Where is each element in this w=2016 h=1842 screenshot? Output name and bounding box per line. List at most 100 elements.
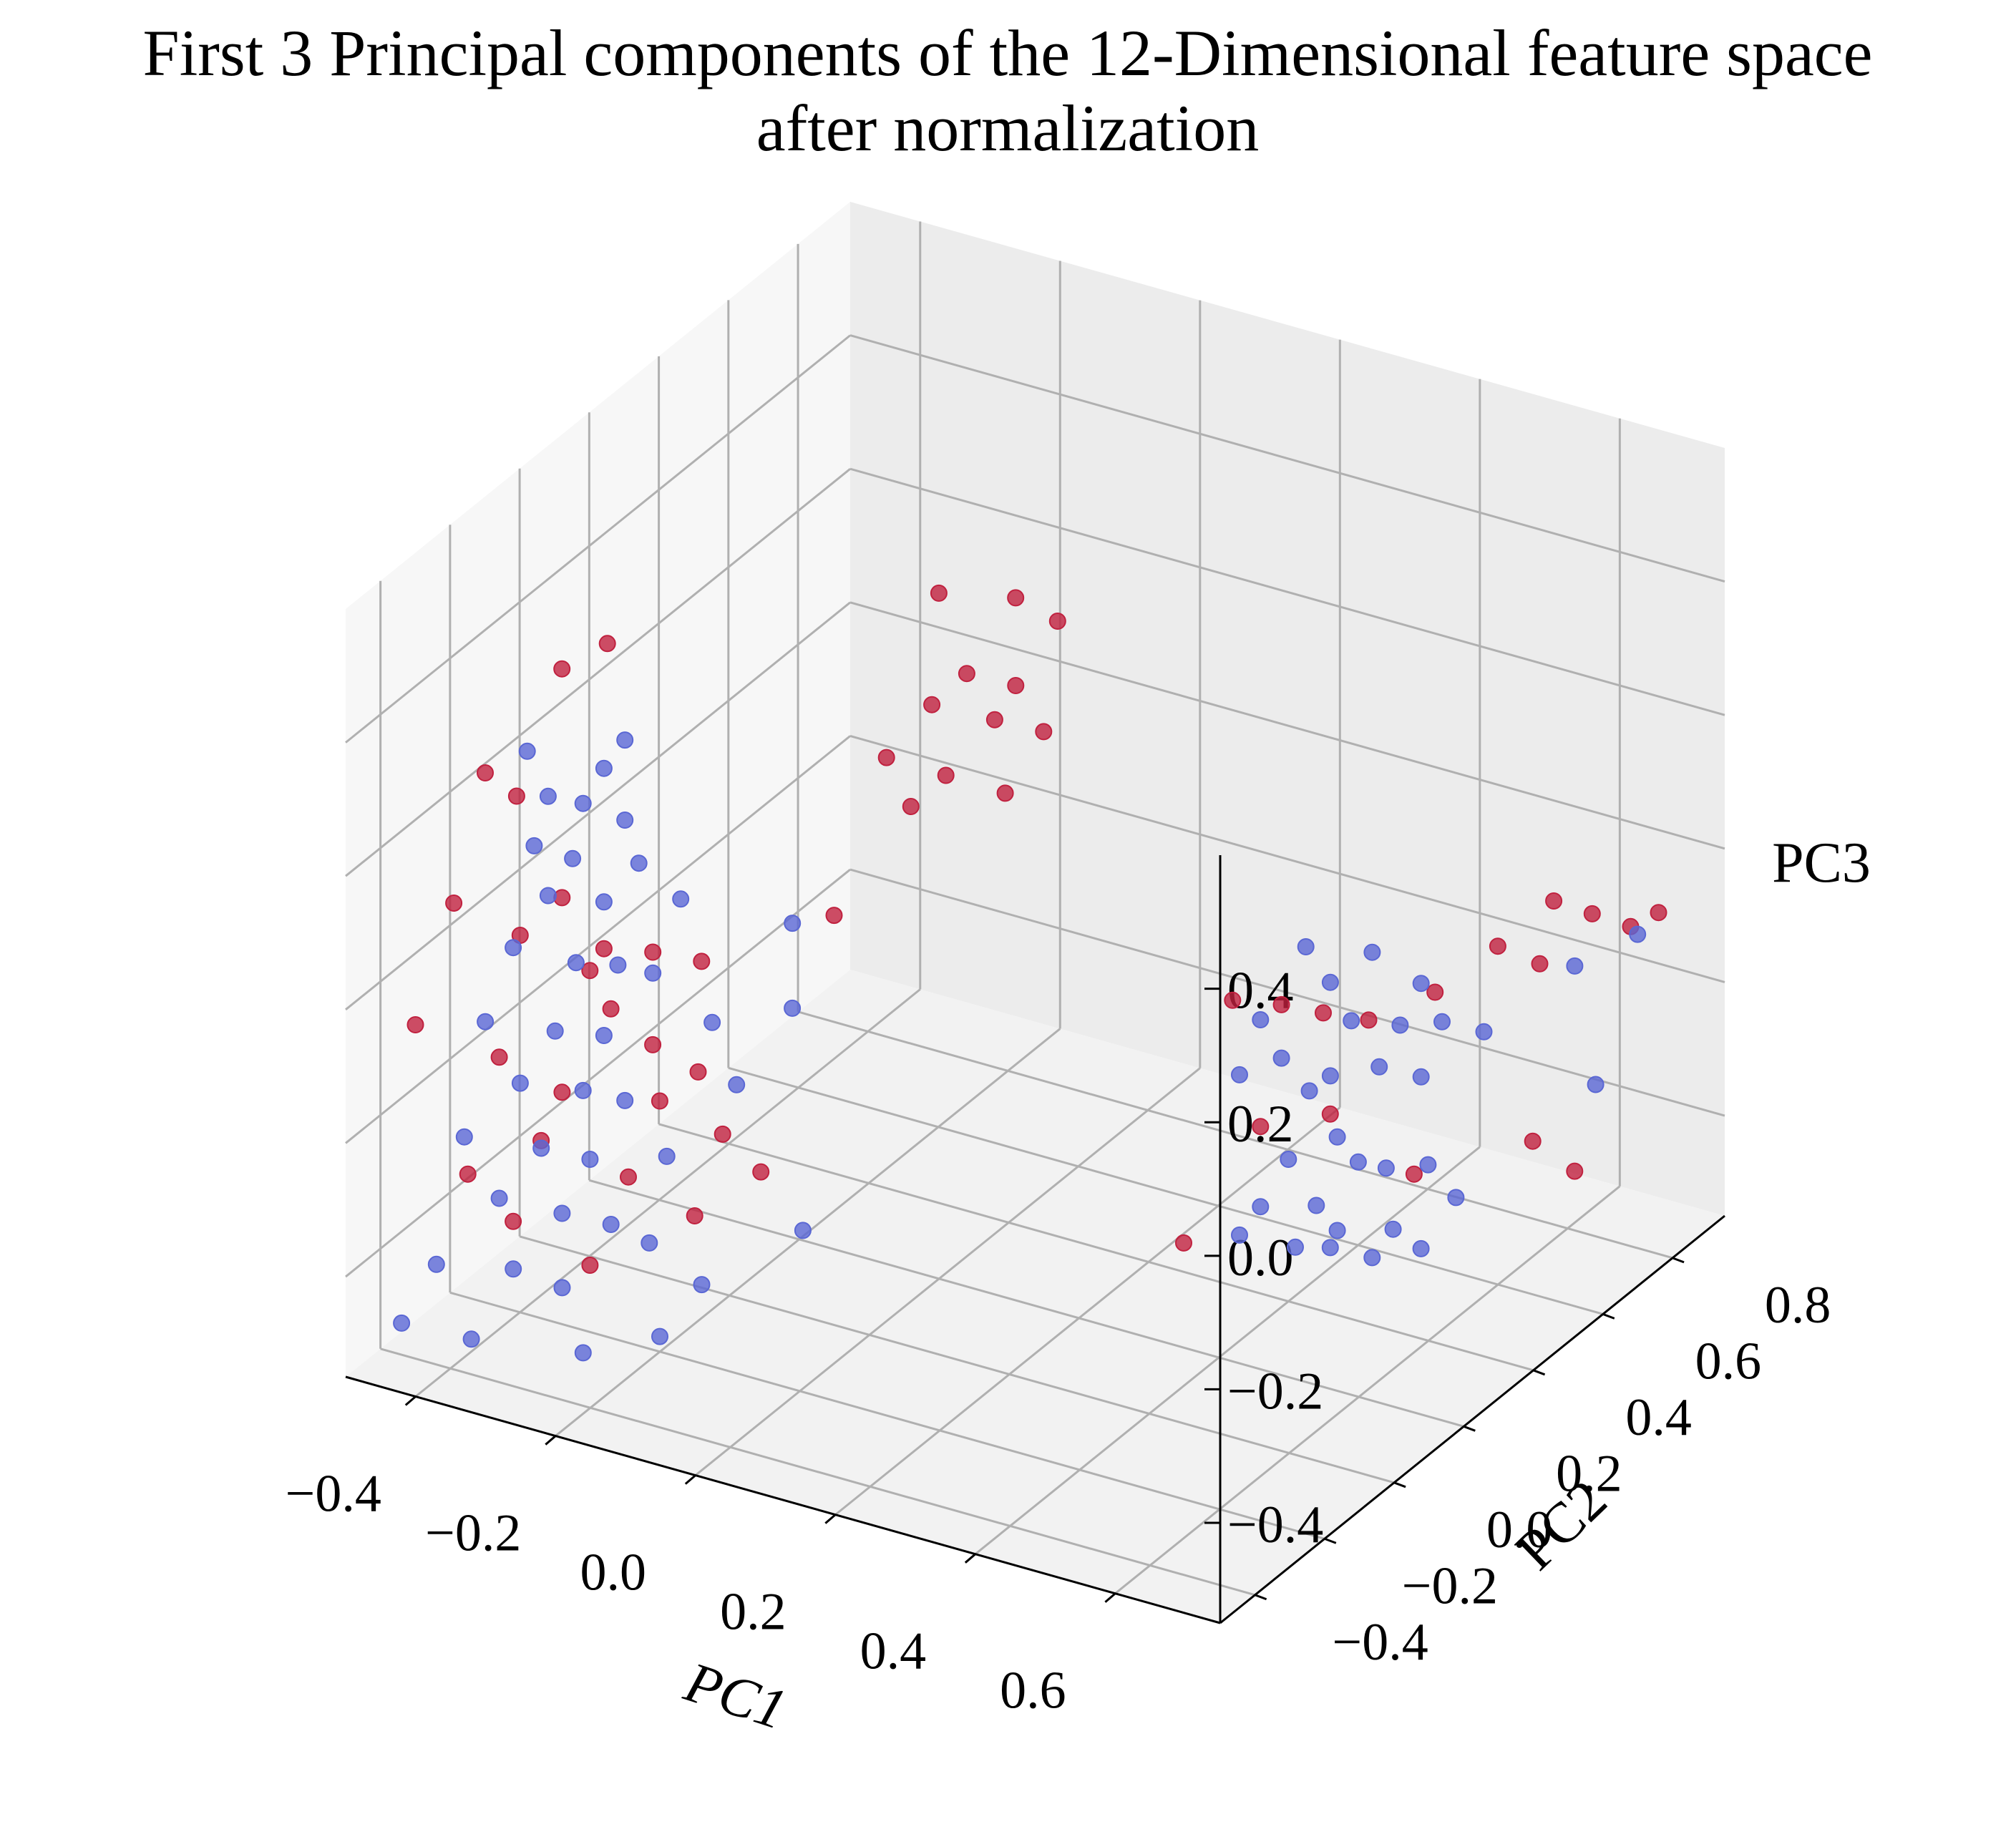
y-tick-mark bbox=[1533, 1369, 1546, 1376]
data-point-series-1 bbox=[445, 895, 463, 912]
x-axis-line bbox=[345, 1375, 1221, 1624]
z-gridline bbox=[849, 734, 1725, 983]
data-point-series-2 bbox=[1321, 1067, 1339, 1085]
data-point-series-1 bbox=[930, 584, 948, 602]
data-point-series-2 bbox=[1447, 1189, 1465, 1207]
data-point-series-1 bbox=[1566, 1162, 1584, 1180]
data-point-series-2 bbox=[1328, 1128, 1346, 1146]
data-point-series-1 bbox=[825, 907, 843, 925]
y-tick-label: 0.2 bbox=[1556, 1444, 1622, 1503]
data-point-series-2 bbox=[490, 1189, 508, 1207]
data-point-series-2 bbox=[644, 964, 662, 982]
data-point-series-1 bbox=[598, 635, 616, 653]
y-tick-mark bbox=[1255, 1594, 1267, 1601]
tick-labels: −0.4−0.20.00.20.40.6−0.4−0.20.00.20.40.6… bbox=[286, 962, 1831, 1720]
data-point-series-1 bbox=[505, 1212, 522, 1230]
y-tick-mark bbox=[1463, 1425, 1476, 1432]
data-point-series-2 bbox=[525, 837, 543, 854]
data-point-series-2 bbox=[1412, 1239, 1430, 1257]
data-point-series-2 bbox=[1272, 1049, 1290, 1067]
data-point-series-1 bbox=[553, 889, 571, 907]
data-point-series-2 bbox=[728, 1076, 746, 1093]
data-point-series-1 bbox=[1175, 1234, 1192, 1252]
data-point-series-1 bbox=[923, 696, 941, 713]
x-gridline bbox=[414, 988, 921, 1398]
data-point-series-2 bbox=[1391, 1016, 1409, 1034]
data-point-series-2 bbox=[1252, 1011, 1270, 1028]
data-point-series-2 bbox=[455, 1128, 473, 1146]
data-point-series-2 bbox=[1287, 1238, 1304, 1256]
x-tick-label: 0.6 bbox=[1000, 1662, 1066, 1720]
data-point-series-1 bbox=[1007, 589, 1025, 607]
data-point-series-1 bbox=[490, 1048, 508, 1066]
y-gridline bbox=[519, 1235, 1395, 1484]
data-point-series-2 bbox=[658, 1147, 676, 1165]
data-point-series-2 bbox=[630, 854, 648, 872]
data-point-series-1 bbox=[686, 1207, 703, 1224]
y-tick-label: 0.6 bbox=[1695, 1332, 1762, 1390]
x-tick-mark bbox=[404, 1395, 417, 1406]
data-point-series-2 bbox=[1252, 1198, 1270, 1216]
data-point-series-2 bbox=[1384, 1220, 1402, 1238]
data-point-series-1 bbox=[459, 1165, 477, 1183]
data-point-series-2 bbox=[794, 1222, 812, 1239]
z-gridline bbox=[849, 467, 1725, 716]
data-point-series-1 bbox=[693, 952, 711, 970]
data-point-series-1 bbox=[1650, 904, 1667, 922]
data-point-series-2 bbox=[1363, 943, 1381, 961]
data-point-series-2 bbox=[1566, 957, 1584, 975]
data-point-series-2 bbox=[1412, 975, 1430, 993]
y-tick-mark bbox=[1672, 1257, 1685, 1264]
data-point-series-2 bbox=[616, 1091, 634, 1109]
y-gridline bbox=[797, 1010, 1673, 1259]
data-point-series-1 bbox=[1545, 892, 1563, 910]
y-tick-mark bbox=[1324, 1537, 1337, 1544]
data-point-series-2 bbox=[1231, 1226, 1248, 1244]
data-point-series-2 bbox=[1297, 938, 1315, 955]
z-gridline bbox=[849, 868, 1725, 1117]
data-point-series-2 bbox=[703, 1013, 721, 1031]
data-point-series-1 bbox=[1489, 937, 1506, 955]
data-point-series-1 bbox=[1272, 995, 1290, 1013]
chart-title: First 3 Principal components of the 12-D… bbox=[143, 16, 1873, 165]
y-tick-label: 0.8 bbox=[1765, 1276, 1831, 1335]
data-point-series-2 bbox=[553, 1279, 571, 1297]
y-tick-label: −0.4 bbox=[1333, 1613, 1428, 1672]
data-point-series-2 bbox=[505, 1260, 522, 1278]
data-point-series-1 bbox=[620, 1168, 637, 1186]
data-point-series-1 bbox=[1524, 1132, 1542, 1150]
z-gridline bbox=[345, 601, 851, 1010]
data-point-series-2 bbox=[595, 1027, 613, 1044]
y-tick-mark bbox=[1393, 1481, 1406, 1488]
data-point-series-2 bbox=[1377, 1159, 1395, 1177]
data-point-series-2 bbox=[393, 1314, 411, 1332]
y-gridline bbox=[588, 1179, 1464, 1428]
data-point-series-2 bbox=[462, 1330, 480, 1348]
data-point-series-1 bbox=[644, 1035, 662, 1053]
y-gridline bbox=[449, 1291, 1325, 1540]
axis-panes bbox=[346, 202, 1725, 1623]
data-point-series-1 bbox=[1321, 1105, 1339, 1123]
data-point-series-1 bbox=[1315, 1004, 1332, 1022]
data-point-series-2 bbox=[1349, 1153, 1367, 1171]
data-point-series-1 bbox=[1224, 991, 1242, 1009]
data-point-series-1 bbox=[752, 1163, 770, 1181]
data-point-series-2 bbox=[1412, 1068, 1430, 1086]
data-point-series-2 bbox=[574, 1344, 592, 1362]
data-point-series-2 bbox=[1231, 1066, 1248, 1083]
data-point-series-1 bbox=[581, 1257, 599, 1274]
axis-lines bbox=[345, 855, 1725, 1624]
data-point-series-2 bbox=[518, 742, 536, 760]
y-gridline bbox=[658, 1123, 1534, 1372]
data-point-series-1 bbox=[507, 787, 525, 805]
data-point-series-1 bbox=[1405, 1165, 1423, 1183]
x-tick-label: −0.4 bbox=[286, 1465, 381, 1524]
z-tick-label: −0.2 bbox=[1227, 1362, 1323, 1421]
data-point-series-2 bbox=[672, 890, 690, 908]
data-point-series-1 bbox=[602, 1000, 620, 1018]
data-point-series-2 bbox=[784, 915, 802, 932]
data-point-series-2 bbox=[651, 1327, 668, 1345]
data-point-series-2 bbox=[1587, 1076, 1604, 1093]
data-point-series-2 bbox=[1475, 1023, 1493, 1041]
data-point-series-2 bbox=[609, 956, 627, 974]
